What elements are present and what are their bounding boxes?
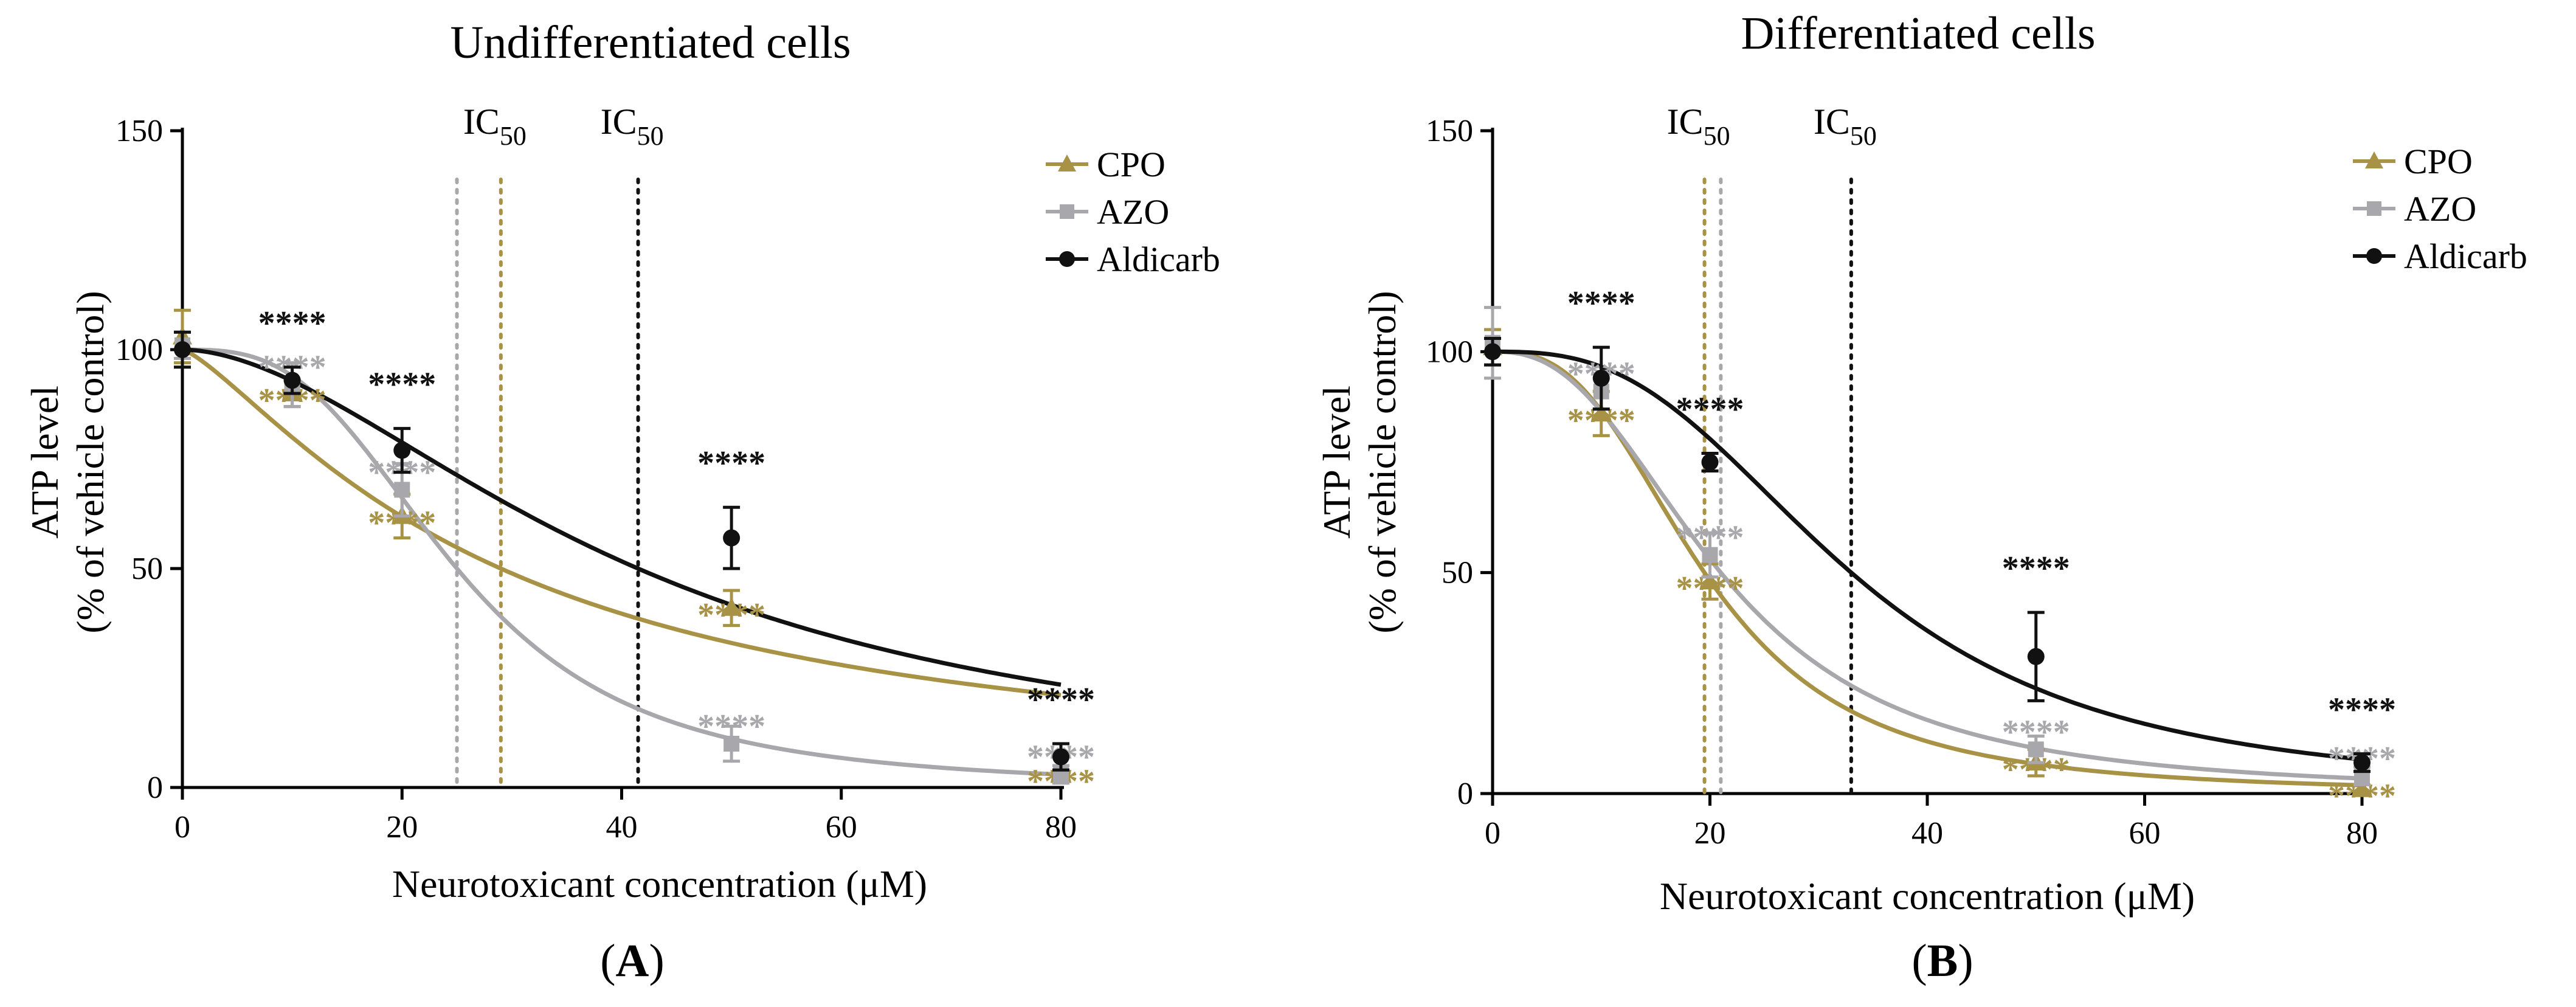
panel-a: Undifferentiated cells 0 50 100 150 0 20 40 60 8… [23,17,1220,986]
x-axis-label: Neurotoxicant concentration (μM) [1660,874,2195,918]
legend: CPO AZO Aldicarb [1046,145,1220,279]
fit-curve-cpo [181,347,1062,697]
panel-label: (A) [600,935,665,986]
y-tick-label: 150 [1426,114,1473,148]
legend: CPO AZO Aldicarb [2353,142,2527,276]
panel-label: (B) [1911,935,1973,986]
significance-stars: **** [258,305,326,342]
chart-title: Differentiated cells [1741,8,2095,59]
x-tick-label: 20 [386,810,418,845]
legend-item-azo: AZO [2353,189,2476,229]
data-point [1052,748,1069,766]
fit-curve-azo [182,347,1062,777]
data-point [393,441,411,459]
data-point [2353,754,2371,772]
y-axis-label: ATP level [1315,386,1358,539]
legend-item-cpo: CPO [2353,142,2473,181]
data-point [723,529,741,547]
legend-marker [2366,248,2382,264]
ic50-label: IC50 [1814,102,1877,151]
legend-label: CPO [2404,142,2473,181]
data-point [174,341,191,358]
significance-stars: **** [697,597,765,634]
significance-stars: **** [2328,691,2396,729]
y-axis-label-sub: (% of vehicle control) [1361,291,1404,633]
y-tick-label: 0 [1457,777,1473,811]
legend-label: Aldicarb [2404,237,2527,276]
y-axis-label: ATP level [23,386,66,539]
y-axis-label-sub: (% of vehicle control) [69,291,112,633]
fit-curve-azo [1492,349,2363,781]
x-tick-label: 80 [1045,810,1077,845]
x-tick-label: 80 [2346,816,2378,851]
panel-b: Differentiated cells 0 50 100 150 0 20 40 60 80 I… [1315,8,2527,986]
legend-item-azo: AZO [1046,192,1169,232]
ic50-label: IC50 [601,102,664,151]
data-point [1591,403,1611,422]
y-tick-label: 50 [1442,556,1473,590]
significance-stars: **** [697,445,765,482]
y-tick-label: 150 [116,114,163,148]
y-tick-label: 0 [147,770,163,805]
x-tick-label: 0 [1485,816,1500,851]
legend-label: AZO [1097,192,1169,232]
legend-marker [1060,204,1074,219]
legend-label: CPO [1097,145,1165,184]
significance-stars: **** [1676,390,1744,428]
plot-area: 0 50 100 150 0 20 40 60 80 IC50 IC50 **** **** **** **… [116,102,1095,845]
legend-marker [2365,151,2383,168]
data-point [2027,648,2045,665]
legend-item-aldicarb: Aldicarb [1046,240,1220,279]
significance-stars: **** [2002,713,2070,751]
data-point [394,482,410,498]
significance-stars: **** [1676,519,1744,557]
significance-stars: **** [2002,550,2070,587]
data-point [1700,571,1720,590]
data-point [722,597,742,616]
legend-marker [1059,251,1075,267]
data-point [1592,369,1610,387]
y-tick-label: 100 [116,333,163,367]
legend-marker [1058,154,1076,171]
chart-title: Undifferentiated cells [450,17,851,68]
data-point [1484,343,1501,361]
x-tick-label: 40 [606,810,638,845]
significance-stars: **** [697,708,765,746]
x-tick-label: 20 [1694,816,1726,851]
x-tick-label: 40 [1911,816,1943,851]
data-point [283,372,301,389]
significance-stars: **** [368,366,436,404]
legend-item-aldicarb: Aldicarb [2353,237,2527,276]
significance-stars: **** [1027,681,1095,719]
data-point [2352,778,2372,797]
significance-stars: **** [1567,285,1635,322]
y-tick-label: 50 [131,552,163,586]
x-tick-label: 60 [2129,816,2161,851]
fit-curve-aldicarb [1493,349,2363,762]
legend-label: AZO [2404,189,2476,229]
fit-curve-cpo [1493,349,2363,787]
ic50-label: IC50 [1667,102,1730,151]
legend-marker [2367,201,2381,216]
x-tick-label: 0 [174,810,190,845]
x-axis-label: Neurotoxicant concentration (μM) [392,862,927,905]
data-point [2028,741,2044,758]
legend-label: Aldicarb [1097,240,1220,279]
data-point [1702,547,1718,563]
legend-item-cpo: CPO [1046,145,1165,184]
fit-curve-aldicarb [182,347,1062,687]
data-point [1701,454,1719,471]
x-tick-label: 60 [826,810,857,845]
ic50-label: IC50 [463,102,527,151]
y-tick-label: 100 [1426,334,1473,369]
plot-area: 0 50 100 150 0 20 40 60 80 IC50 IC50 **** **** **** **… [1426,102,2396,851]
data-point [723,736,740,752]
